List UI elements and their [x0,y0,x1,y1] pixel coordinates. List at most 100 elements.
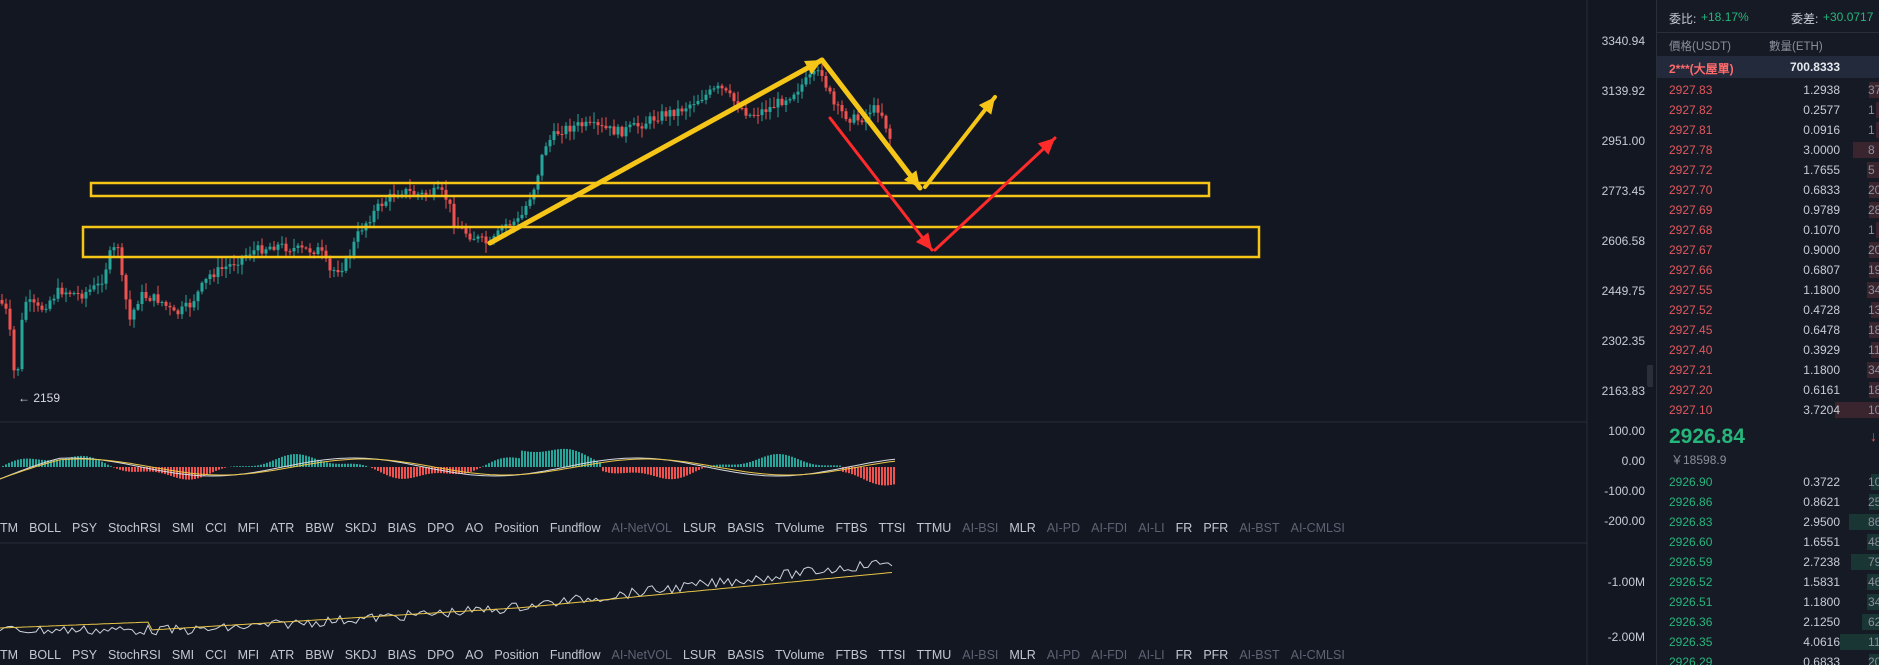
indicator-tab[interactable]: BIAS [387,521,417,535]
panel-collapse-handle[interactable] [1647,365,1653,387]
indicator-tab[interactable]: AI-FDI [1091,521,1128,535]
indicator-tab[interactable]: TTMU [916,648,952,662]
indicator-tab[interactable]: TTSI [878,521,906,535]
indicator-tab[interactable]: LSUR [682,521,717,535]
indicator-tab[interactable]: Fundflow [549,521,601,535]
indicator-tab[interactable]: TM [0,648,19,662]
bid-row[interactable]: 2926.86 0.8621 25 [1657,492,1879,512]
indicator-tab[interactable]: SKDJ [344,648,377,662]
indicator-tab[interactable]: TM [0,521,19,535]
indicator-tab[interactable]: PFR [1203,521,1229,535]
indicator-tab[interactable]: AI-BST [1239,648,1280,662]
ask-row[interactable]: 2927.82 0.2577 1 [1657,100,1879,120]
indicator-tab[interactable]: Position [494,648,539,662]
indicator-tab[interactable]: StochRSI [108,648,161,662]
indicator-tab[interactable]: DPO [427,521,455,535]
ask-row[interactable]: 2927.83 1.2938 37 [1657,80,1879,100]
indicator-tab[interactable]: FTBS [835,648,868,662]
indicator-tab[interactable]: AI-BSI [962,521,999,535]
ask-row[interactable]: 2927.70 0.6833 20 [1657,180,1879,200]
indicator-tab[interactable]: AI-CMLSI [1290,521,1345,535]
ask-row[interactable]: 2927.10 3.7204 108 [1657,400,1879,420]
candle-body [588,121,592,123]
bid-row[interactable]: 2926.60 1.6551 48 [1657,532,1879,552]
ask-row[interactable]: 2927.40 0.3929 11 [1657,340,1879,360]
indicator-tab[interactable]: ATR [270,521,295,535]
bid-row[interactable]: 2926.90 0.3722 10 [1657,472,1879,492]
indicator-tab[interactable]: AO [465,648,484,662]
indicator-tab[interactable]: AI-NetVOL [611,648,672,662]
row-total: 13 [1868,303,1879,317]
big-order-row[interactable]: 2***(大屋單) 700.8333 [1657,56,1879,78]
indicator-tab[interactable]: AI-LI [1138,648,1165,662]
row-total: 34 [1868,595,1879,609]
indicator-tab[interactable]: DPO [427,648,455,662]
ask-row[interactable]: 2927.72 1.7655 5 [1657,160,1879,180]
bid-row[interactable]: 2926.29 0.6833 20 [1657,652,1879,665]
candle-body [100,283,104,285]
indicator-tab[interactable]: PSY [72,648,98,662]
bid-row[interactable]: 2926.51 1.1800 34 [1657,592,1879,612]
ask-row[interactable]: 2927.45 0.6478 18 [1657,320,1879,340]
indicator-tab[interactable]: BASIS [727,521,765,535]
ask-row[interactable]: 2927.69 0.9789 28 [1657,200,1879,220]
indicator-tab[interactable]: TVolume [775,521,825,535]
indicator-tab[interactable]: StochRSI [108,521,161,535]
indicator-tab[interactable]: TTSI [878,648,906,662]
indicator-tab[interactable]: FTBS [835,521,868,535]
bid-row[interactable]: 2926.35 4.0616 118 [1657,632,1879,652]
bid-row[interactable]: 2926.52 1.5831 46 [1657,572,1879,592]
ask-row[interactable]: 2927.67 0.9000 20 [1657,240,1879,260]
chart-area[interactable]: 3340.94 3139.92 2951.00 2773.45 2606.58 2449.… [0,0,1653,665]
indicator-tab[interactable]: SKDJ [344,521,377,535]
candlestick-chart[interactable] [0,0,1653,665]
indicator-tab[interactable]: BBW [305,521,334,535]
candle-body [232,264,236,266]
indicator-tab[interactable]: AI-BSI [962,648,999,662]
bid-row[interactable]: 2926.59 2.7238 79 [1657,552,1879,572]
indicator-tab[interactable]: ATR [270,648,295,662]
macd-histogram-bar [107,464,109,467]
indicator-tab[interactable]: SMI [171,521,195,535]
indicator-tab[interactable]: AI-LI [1138,521,1165,535]
ask-row[interactable]: 2927.20 0.6161 18 [1657,380,1879,400]
ask-row[interactable]: 2927.81 0.0916 1 [1657,120,1879,140]
macd-histogram-bar [353,463,355,467]
indicator-tab[interactable]: AI-CMLSI [1290,648,1345,662]
bid-row[interactable]: 2926.83 2.9500 86 [1657,512,1879,532]
bid-row[interactable]: 2926.36 2.1250 62 [1657,612,1879,632]
ask-row[interactable]: 2927.78 3.0000 8 [1657,140,1879,160]
indicator-tab[interactable]: TTMU [916,521,952,535]
indicator-tab[interactable]: MFI [237,521,260,535]
indicator-tab[interactable]: AI-FDI [1091,648,1128,662]
indicator-tab[interactable]: MLR [1009,521,1036,535]
ask-row[interactable]: 2927.66 0.6807 19 [1657,260,1879,280]
indicator-tab[interactable]: CCI [205,648,227,662]
indicator-tab[interactable]: AI-BST [1239,521,1280,535]
ask-row[interactable]: 2927.68 0.1070 1 [1657,220,1879,240]
indicator-tab[interactable]: FR [1175,648,1193,662]
indicator-tab[interactable]: BASIS [727,648,765,662]
indicator-tab[interactable]: AI-PD [1046,521,1081,535]
indicator-tab[interactable]: Position [494,521,539,535]
indicator-tab[interactable]: AI-NetVOL [611,521,672,535]
ask-row[interactable]: 2927.21 1.1800 34 [1657,360,1879,380]
indicator-tab[interactable]: BBW [305,648,334,662]
indicator-tab[interactable]: AO [465,521,484,535]
indicator-tab[interactable]: MLR [1009,648,1036,662]
ask-row[interactable]: 2927.55 1.1800 34 [1657,280,1879,300]
indicator-tab[interactable]: BOLL [29,648,62,662]
indicator-tab[interactable]: PFR [1203,648,1229,662]
indicator-tab[interactable]: AI-PD [1046,648,1081,662]
indicator-tab[interactable]: LSUR [682,648,717,662]
indicator-tab[interactable]: MFI [237,648,260,662]
indicator-tab[interactable]: TVolume [775,648,825,662]
indicator-tab[interactable]: BOLL [29,521,62,535]
indicator-tab[interactable]: BIAS [387,648,417,662]
indicator-tab[interactable]: PSY [72,521,98,535]
indicator-tab[interactable]: SMI [171,648,195,662]
indicator-tab[interactable]: FR [1175,521,1193,535]
ask-row[interactable]: 2927.52 0.4728 13 [1657,300,1879,320]
indicator-tab[interactable]: Fundflow [549,648,601,662]
indicator-tab[interactable]: CCI [205,521,227,535]
